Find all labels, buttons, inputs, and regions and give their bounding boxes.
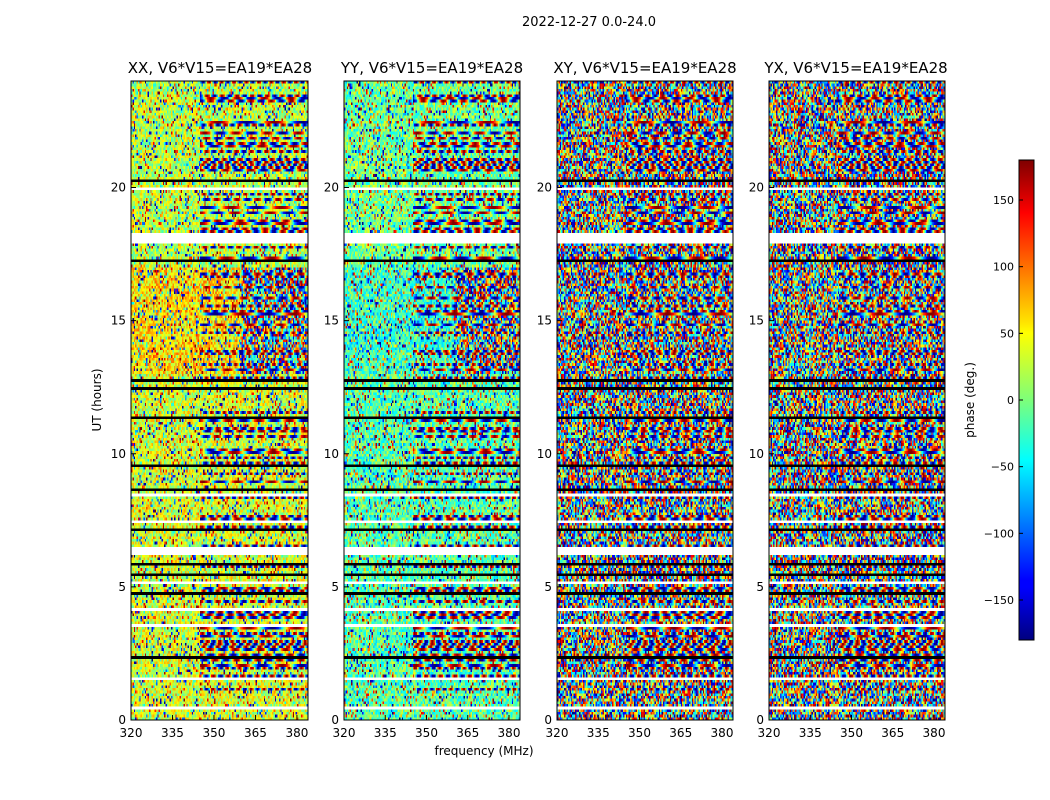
x-tick-label: 335 — [374, 726, 397, 740]
colorbar-tick-label: −100 — [984, 527, 1014, 540]
x-tick-label: 335 — [587, 726, 610, 740]
y-tick-label: 0 — [544, 713, 552, 727]
y-tick-label: 10 — [749, 447, 764, 461]
y-tick-label: 20 — [537, 181, 552, 195]
y-axis-label: UT (hours) — [90, 368, 104, 431]
x-tick-label: 380 — [285, 726, 308, 740]
figure-suptitle: 2022-12-27 0.0-24.0 — [522, 15, 656, 30]
axes-frame — [343, 80, 521, 721]
y-ticks: 0 5 10 15 20 — [324, 181, 349, 727]
colorbar-tick-label: 150 — [993, 194, 1014, 207]
x-tick-label: 350 — [840, 726, 863, 740]
x-tick-label: 320 — [120, 726, 143, 740]
axes-frame — [556, 80, 734, 721]
panel-title: XY, V6*V15=EA19*EA28 — [553, 59, 736, 77]
x-tick-label: 320 — [333, 726, 356, 740]
y-ticks: 0 5 10 15 20 — [111, 181, 136, 727]
y-tick-label: 20 — [324, 181, 339, 195]
colorbar-tick-label: −150 — [984, 594, 1014, 607]
x-axis-label: frequency (MHz) — [434, 744, 533, 758]
axes-frame — [768, 80, 946, 721]
x-tick-label: 365 — [669, 726, 692, 740]
x-tick-label: 380 — [711, 726, 734, 740]
y-tick-label: 0 — [118, 713, 126, 727]
panel-title: YX, V6*V15=EA19*EA28 — [763, 59, 947, 77]
panel-yx: YX, V6*V15=EA19*EA28 320 335 350 365 380 0 5 1… — [749, 59, 948, 740]
y-ticks: 0 5 10 15 20 — [537, 181, 562, 727]
axes-frame — [130, 80, 309, 721]
colorbar: 150 100 50 0 −50 −100 −150 phase (deg.) — [963, 159, 1035, 641]
y-tick-label: 20 — [749, 181, 764, 195]
phase-heatmap — [557, 81, 733, 720]
x-tick-label: 365 — [881, 726, 904, 740]
panel-xy: XY, V6*V15=EA19*EA28 320 335 350 365 380 0 5 1… — [537, 59, 737, 740]
y-tick-label: 5 — [331, 580, 339, 594]
y-tick-label: 0 — [756, 713, 764, 727]
colorbar-ticks: 150 100 50 0 −50 −100 −150 — [984, 194, 1023, 607]
y-tick-label: 5 — [544, 580, 552, 594]
y-tick-label: 20 — [111, 181, 126, 195]
panel-xx: XX, V6*V15=EA19*EA28 320 335 350 365 380 0 5 1… — [90, 59, 312, 740]
x-tick-label: 350 — [203, 726, 226, 740]
y-tick-label: 10 — [111, 447, 126, 461]
x-tick-label: 380 — [923, 726, 946, 740]
y-ticks: 0 5 10 15 20 — [749, 181, 774, 727]
x-tick-label: 350 — [628, 726, 651, 740]
y-tick-label: 15 — [111, 314, 126, 328]
phase-heatmap — [344, 81, 520, 720]
x-tick-label: 335 — [799, 726, 822, 740]
y-tick-label: 0 — [331, 713, 339, 727]
y-tick-label: 15 — [537, 314, 552, 328]
y-tick-label: 15 — [749, 314, 764, 328]
x-ticks: 320 335 350 365 380 — [546, 715, 734, 740]
x-tick-label: 350 — [415, 726, 438, 740]
colorbar-tick-label: 50 — [1000, 327, 1014, 340]
x-tick-label: 335 — [161, 726, 184, 740]
colorbar-tick-label: 100 — [993, 261, 1014, 274]
colorbar-tick-label: 0 — [1007, 394, 1014, 407]
x-tick-label: 380 — [498, 726, 521, 740]
colorbar-tick-label: −50 — [991, 461, 1014, 474]
x-ticks: 320 335 350 365 380 — [120, 715, 308, 740]
y-tick-label: 5 — [756, 580, 764, 594]
phase-heatmap — [131, 81, 308, 720]
x-ticks: 320 335 350 365 380 — [333, 715, 521, 740]
y-tick-label: 10 — [537, 447, 552, 461]
y-tick-label: 15 — [324, 314, 339, 328]
x-ticks: 320 335 350 365 380 — [758, 715, 946, 740]
x-tick-label: 320 — [546, 726, 569, 740]
x-tick-label: 365 — [456, 726, 479, 740]
panel-title: YY, V6*V15=EA19*EA28 — [340, 59, 523, 77]
y-tick-label: 10 — [324, 447, 339, 461]
x-tick-label: 365 — [244, 726, 267, 740]
y-tick-label: 5 — [118, 580, 126, 594]
panel-title: XX, V6*V15=EA19*EA28 — [128, 59, 312, 77]
colorbar-label: phase (deg.) — [963, 362, 977, 438]
phase-heatmap — [769, 81, 945, 720]
x-tick-label: 320 — [758, 726, 781, 740]
panel-yy: YY, V6*V15=EA19*EA28 320 335 350 365 380 0 5 1… — [324, 59, 534, 758]
